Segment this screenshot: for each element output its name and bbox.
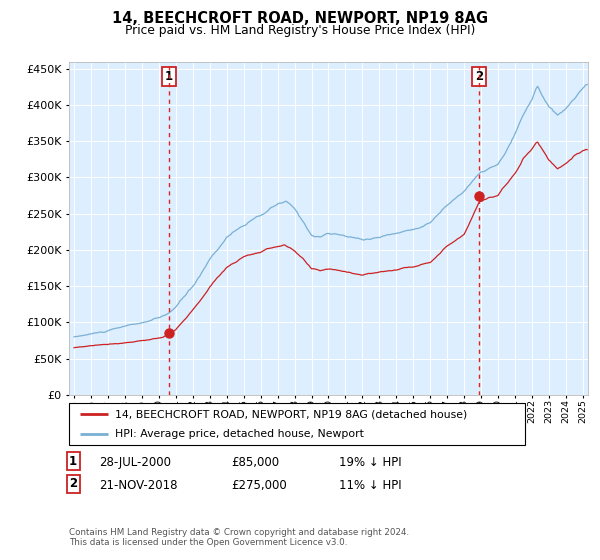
Text: 1: 1	[164, 70, 173, 83]
Text: £85,000: £85,000	[231, 456, 279, 469]
Text: 14, BEECHCROFT ROAD, NEWPORT, NP19 8AG: 14, BEECHCROFT ROAD, NEWPORT, NP19 8AG	[112, 11, 488, 26]
Text: 14, BEECHCROFT ROAD, NEWPORT, NP19 8AG (detached house): 14, BEECHCROFT ROAD, NEWPORT, NP19 8AG (…	[115, 409, 467, 419]
Text: 21-NOV-2018: 21-NOV-2018	[99, 479, 178, 492]
Text: HPI: Average price, detached house, Newport: HPI: Average price, detached house, Newp…	[115, 429, 364, 438]
Text: 28-JUL-2000: 28-JUL-2000	[99, 456, 171, 469]
Text: 11% ↓ HPI: 11% ↓ HPI	[339, 479, 401, 492]
Text: Price paid vs. HM Land Registry's House Price Index (HPI): Price paid vs. HM Land Registry's House …	[125, 24, 475, 36]
Text: 2: 2	[475, 70, 484, 83]
FancyBboxPatch shape	[69, 403, 525, 445]
Text: Contains HM Land Registry data © Crown copyright and database right 2024.
This d: Contains HM Land Registry data © Crown c…	[69, 528, 409, 547]
Text: 19% ↓ HPI: 19% ↓ HPI	[339, 456, 401, 469]
Text: £275,000: £275,000	[231, 479, 287, 492]
Text: 1: 1	[69, 455, 77, 468]
Text: 2: 2	[69, 477, 77, 490]
